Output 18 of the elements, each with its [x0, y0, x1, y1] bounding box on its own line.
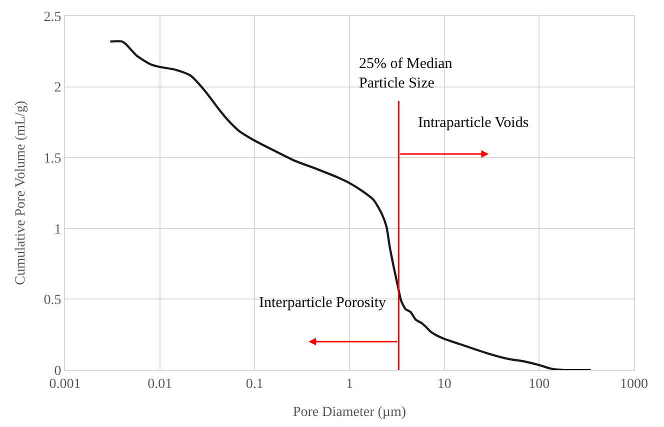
- x-tick-label: 1: [346, 376, 353, 392]
- x-tick-label: 1000: [620, 376, 648, 392]
- x-tick-label: 10: [437, 376, 452, 392]
- y-tick-label: 1.5: [44, 152, 62, 166]
- x-tick-label: 0.001: [49, 376, 81, 392]
- y-axis-title: Cumulative Pore Volume (mL/g): [13, 100, 28, 286]
- x-tick-label: 0.1: [246, 376, 264, 392]
- y-tick-label: 0: [54, 364, 62, 379]
- x-tick-label: 100: [528, 376, 550, 392]
- y-tick-label: 2.5: [44, 10, 62, 25]
- y-tick-label: 2: [54, 80, 62, 96]
- y-tick-label: 1: [54, 222, 62, 238]
- ref-line-label: 25% of Median Particle Size: [359, 56, 453, 92]
- annotation: Intraparticle Voids: [418, 115, 529, 131]
- annotation: Interparticle Porosity: [259, 295, 387, 311]
- y-tick-label: 0.5: [44, 293, 62, 308]
- x-axis-title: Pore Diameter (µm): [292, 405, 406, 420]
- x-tick-label: 0.01: [148, 376, 172, 392]
